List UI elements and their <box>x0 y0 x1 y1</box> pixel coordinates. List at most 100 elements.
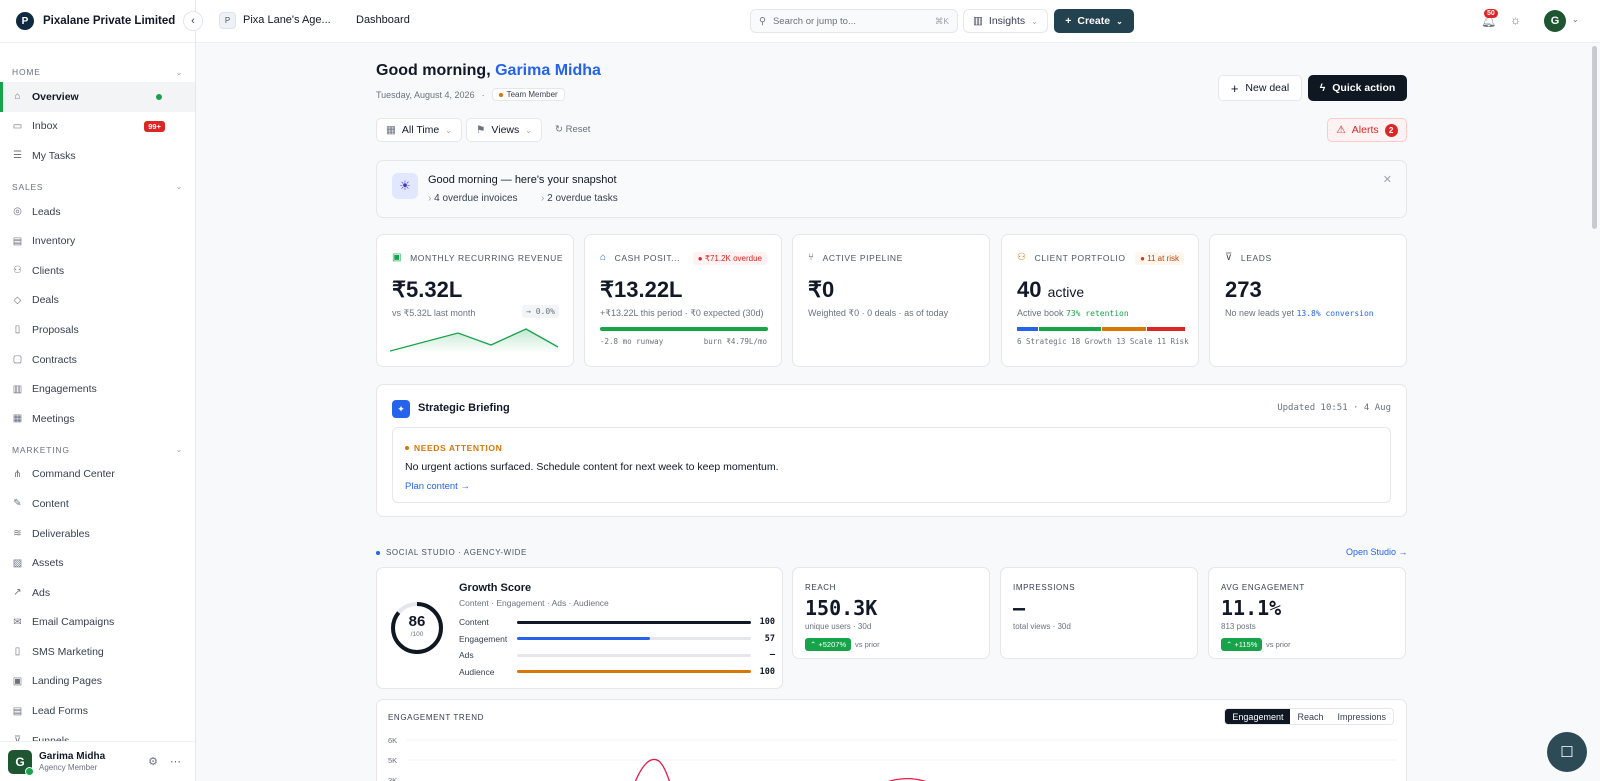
create-button[interactable]: + Create ⌄ <box>1054 9 1134 33</box>
views-dropdown[interactable]: ⚑ Views ⌄ <box>466 118 542 142</box>
sidebar-item-label: My Tasks <box>32 149 76 162</box>
nav-section-marketing[interactable]: MARKETING ⌄ <box>0 443 195 457</box>
new-deal-button[interactable]: + New deal <box>1218 75 1302 101</box>
sidebar-item-engagements[interactable]: ▥ Engagements <box>0 374 195 404</box>
reach-card[interactable]: REACH 150.3K unique users · 30d ⌃ +5207%… <box>792 567 990 659</box>
settings-icon[interactable]: ⚙ <box>148 756 158 768</box>
sidebar-item-landing-pages[interactable]: ▣ Landing Pages <box>0 667 195 697</box>
portfolio-segments-bar <box>1017 327 1185 331</box>
kpi-card-portfolio[interactable]: ⚇ CLIENT PORTFOLIO ● 11 at risk 40 active… <box>1001 234 1199 367</box>
snapshot-item-tasks[interactable]: › 2 overdue tasks <box>541 193 618 204</box>
greeting-text: Good morning, <box>376 62 491 79</box>
insights-label: Insights <box>988 15 1026 27</box>
y-tick: 5K <box>388 756 398 765</box>
nav-section-sales[interactable]: SALES ⌄ <box>0 180 195 194</box>
breadcrumb-workspace[interactable]: Pixa Lane's Age... <box>243 14 331 26</box>
metric-subtext: 813 posts <box>1221 622 1256 631</box>
quick-action-button[interactable]: ϟ Quick action <box>1308 75 1407 101</box>
workspace-icon[interactable]: P <box>219 12 236 29</box>
impressions-card[interactable]: IMPRESSIONS — total views · 30d <box>1000 567 1198 659</box>
kpi-title: LEADS <box>1240 252 1272 263</box>
sidebar-item-inbox[interactable]: ▭ Inbox 99+ <box>0 112 195 142</box>
collapse-sidebar-button[interactable]: ‹ <box>183 11 203 31</box>
briefing-updated: Updated 10:51 · 4 Aug <box>1277 403 1391 413</box>
growth-score-card[interactable]: 86 /100 Growth Score Content · Engagemen… <box>376 567 783 689</box>
open-studio-link[interactable]: Open Studio → <box>1346 547 1408 557</box>
lightbulb-icon[interactable]: ☼ <box>1510 13 1521 27</box>
chart-icon: ▥ <box>973 15 983 27</box>
sidebar-item-sms-marketing[interactable]: ▯ SMS Marketing <box>0 637 195 667</box>
sidebar-item-command-center[interactable]: ⋔ Command Center <box>0 460 195 490</box>
alerts-button[interactable]: ⚠ Alerts 2 <box>1327 118 1407 142</box>
kpi-card-cash[interactable]: ⌂ CASH POSIT... ● ₹71.2K overdue ₹13.22L … <box>584 234 782 367</box>
metric-value: 11.1% <box>1221 596 1282 620</box>
time-filter-label: All Time <box>401 124 440 136</box>
layout-icon: ▣ <box>12 675 23 687</box>
kpi-value: ₹5.32L <box>392 277 463 302</box>
growth-row-ads: Ads — <box>459 649 775 661</box>
kpi-card-pipeline[interactable]: ⑂ ACTIVE PIPELINE ₹0 Weighted ₹0 · 0 deal… <box>792 234 990 367</box>
tab-impressions[interactable]: Impressions <box>1337 712 1386 722</box>
metric-title: AVG ENGAGEMENT <box>1221 583 1305 592</box>
kpi-card-mrr[interactable]: ▣ MONTHLY RECURRING REVENUE ₹5.32L vs ₹5.… <box>376 234 574 367</box>
scrollbar[interactable] <box>1592 46 1597 229</box>
kpi-value-suffix: active <box>1047 284 1085 300</box>
phone-icon: ▯ <box>14 646 21 658</box>
sidebar-item-label: Landing Pages <box>32 675 103 688</box>
sidebar-item-deliverables[interactable]: ≋ Deliverables <box>0 519 195 549</box>
bookmark-icon: ⚑ <box>476 124 486 136</box>
sidebar-item-content[interactable]: ✎ Content <box>0 489 195 519</box>
sidebar-item-deals[interactable]: ◇ Deals <box>0 286 195 316</box>
reset-button[interactable]: ↻ Reset <box>555 124 590 135</box>
growth-row-track <box>517 653 751 657</box>
sidebar-item-overview[interactable]: ⌂ Overview <box>0 82 195 112</box>
sidebar-item-ads[interactable]: ↗ Ads <box>0 578 195 608</box>
chevron-down-icon[interactable]: ⌄ <box>1572 15 1579 24</box>
refresh-icon: ↻ <box>555 124 563 135</box>
metric-subtext: total views · 30d <box>1013 622 1071 631</box>
top-avatar[interactable]: G <box>1544 10 1566 32</box>
growth-row-audience: Audience 100 <box>459 666 775 678</box>
kpi-change: → 0.0% <box>522 305 559 318</box>
users-icon: ⚇ <box>13 265 22 277</box>
sidebar-item-email-campaigns[interactable]: ✉ Email Campaigns <box>0 608 195 638</box>
briefcase-icon: ▥ <box>12 383 23 395</box>
avg-engagement-card[interactable]: AVG ENGAGEMENT 11.1% 813 posts ⌃ +115% v… <box>1208 567 1406 659</box>
tab-reach[interactable]: Reach <box>1297 712 1324 722</box>
time-filter[interactable]: ▦ All Time ⌄ <box>376 118 462 142</box>
sidebar-item-leads[interactable]: ◎ Leads <box>0 197 195 227</box>
close-icon[interactable]: ✕ <box>1382 174 1392 186</box>
user-profile[interactable]: G Garima Midha Agency Member ⚙ ⋯ <box>0 741 195 781</box>
growth-row-engagement: Engagement 57 <box>459 633 775 645</box>
plan-content-link[interactable]: Plan content → <box>405 481 470 492</box>
snapshot-item-invoices[interactable]: › 4 overdue invoices <box>428 193 518 204</box>
sidebar-item-contracts[interactable]: ▢ Contracts <box>0 345 195 375</box>
kpi-card-leads[interactable]: ⊽ LEADS 273 No new leads yet 13.8% conver… <box>1209 234 1407 367</box>
org-switcher[interactable]: P Pixalane Private Limited <box>0 0 195 43</box>
sidebar-item-inventory[interactable]: ▤ Inventory <box>0 226 195 256</box>
chat-button[interactable]: ☐ <box>1547 732 1587 772</box>
chevron-down-icon: ⌄ <box>525 125 532 135</box>
sidebar-item-clients[interactable]: ⚇ Clients <box>0 256 195 286</box>
growth-score-title: Growth Score <box>459 582 532 594</box>
y-tick: 6K <box>388 736 398 745</box>
kpi-title: ACTIVE PIPELINE <box>822 252 903 263</box>
tab-engagement[interactable]: Engagement <box>1225 709 1291 724</box>
metric-value: — <box>1013 596 1026 620</box>
retention-text: 73% retention <box>1066 309 1129 318</box>
sidebar-item-assets[interactable]: ▨ Assets <box>0 548 195 578</box>
more-icon[interactable]: ⋯ <box>170 756 181 768</box>
growth-row-label: Content <box>459 617 489 627</box>
mrr-sparkline <box>390 328 559 353</box>
sidebar: P Pixalane Private Limited HOME ⌄ ⌂ Overvie… <box>0 0 196 781</box>
insights-dropdown[interactable]: ▥ Insights ⌄ <box>963 9 1048 33</box>
sidebar-item-proposals[interactable]: ▯ Proposals <box>0 315 195 345</box>
sidebar-item-meetings[interactable]: ▦ Meetings <box>0 404 195 434</box>
nav-section-home[interactable]: HOME ⌄ <box>0 65 195 79</box>
user-avatar: G <box>8 749 34 776</box>
sidebar-item-label: Contracts <box>32 353 77 366</box>
sidebar-item-my-tasks[interactable]: ☰ My Tasks <box>0 141 195 171</box>
search-input[interactable]: ⚲ Search or jump to... ⌘K <box>750 9 958 33</box>
sidebar-item-lead-forms[interactable]: ▤ Lead Forms <box>0 696 195 726</box>
growth-score-subtitle: Content · Engagement · Ads · Audience <box>459 598 609 608</box>
